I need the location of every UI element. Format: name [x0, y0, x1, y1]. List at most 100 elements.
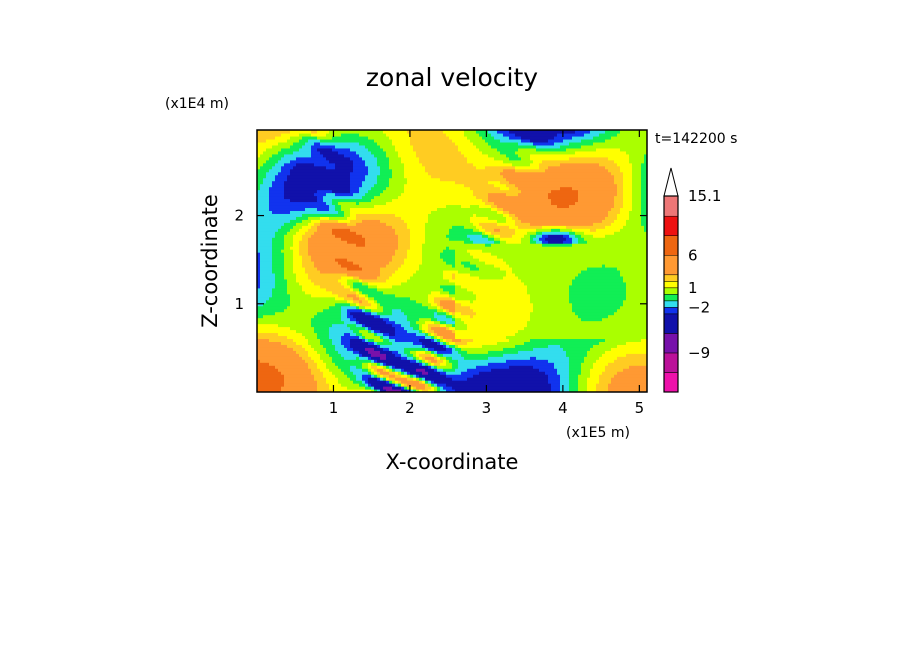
field-cell [395, 347, 399, 351]
field-cell [344, 150, 348, 155]
field-cell [299, 228, 303, 232]
field-cell [344, 222, 348, 226]
field-cell [287, 278, 291, 283]
field-cell [332, 138, 336, 143]
field-cell [407, 305, 411, 310]
field-cell [275, 156, 279, 161]
field-cell [323, 347, 327, 351]
field-cell [308, 290, 312, 295]
field-cell [401, 261, 405, 265]
field-cell [308, 168, 312, 173]
field-cell [290, 177, 294, 182]
field-cell [347, 204, 351, 209]
chart-title: zonal velocity [366, 63, 538, 92]
field-cell [359, 177, 363, 182]
field-cell [425, 389, 429, 392]
field-cell [305, 195, 309, 200]
field-cell [392, 147, 396, 152]
field-cell [398, 377, 402, 381]
field-cell [332, 266, 336, 271]
field-cell [320, 356, 324, 360]
field-cell [299, 275, 303, 280]
field-cell [293, 213, 297, 217]
field-cell [407, 308, 411, 313]
field-cell [422, 219, 426, 223]
field-cell [260, 189, 264, 194]
field-cell [350, 162, 354, 167]
field-cell [410, 320, 414, 325]
field-cell [320, 383, 324, 387]
field-cell [296, 353, 300, 357]
field-cell [338, 234, 342, 238]
field-cell [329, 156, 333, 161]
field-cell [332, 314, 336, 319]
field-cell [275, 371, 279, 375]
field-cell [380, 180, 384, 185]
field-cell [341, 174, 345, 179]
field-cell [371, 252, 375, 256]
field-cell [419, 263, 423, 268]
field-cell [386, 201, 390, 206]
field-cell [290, 386, 294, 390]
field-cell [407, 234, 411, 238]
field-cell [329, 299, 333, 304]
field-cell [395, 156, 399, 161]
field-cell [416, 159, 420, 164]
field-cell [365, 195, 369, 200]
field-cell [287, 338, 291, 342]
field-cell [383, 168, 387, 173]
field-cell [353, 234, 357, 238]
field-cell [359, 192, 363, 197]
field-cell [302, 347, 306, 351]
field-cell [338, 314, 342, 319]
field-cell [383, 269, 387, 274]
field-cell [419, 159, 423, 164]
field-cell [338, 243, 342, 247]
field-cell [260, 296, 264, 301]
field-cell [260, 204, 264, 209]
field-cell [296, 174, 300, 179]
field-cell [317, 320, 321, 325]
field-cell [290, 338, 294, 342]
field-cell [416, 144, 420, 149]
field-cell [401, 374, 405, 378]
field-cell [416, 219, 420, 223]
field-cell [377, 329, 381, 334]
field-cell [332, 290, 336, 295]
field-cell [257, 329, 261, 334]
field-cell [389, 141, 393, 146]
field-cell [332, 150, 336, 155]
field-cell [257, 201, 261, 206]
field-cell [314, 240, 318, 244]
field-cell [257, 132, 261, 137]
field-cell [422, 284, 426, 289]
field-cell [335, 290, 339, 295]
field-cell [386, 299, 390, 304]
field-cell [383, 162, 387, 167]
field-cell [269, 153, 273, 158]
field-cell [377, 263, 381, 268]
field-cell [305, 213, 309, 217]
field-cell [344, 132, 348, 137]
field-cell [338, 195, 342, 200]
field-cell [356, 326, 360, 331]
field-cell [416, 141, 420, 146]
field-cell [422, 132, 426, 137]
field-cell [314, 141, 318, 146]
field-cell [353, 329, 357, 334]
field-cell [356, 162, 360, 167]
field-cell [320, 144, 324, 149]
field-cell [383, 326, 387, 331]
field-cell [266, 249, 270, 253]
field-cell [305, 275, 309, 280]
field-cell [329, 344, 333, 348]
field-cell [287, 165, 291, 170]
field-cell [350, 222, 354, 226]
field-cell [266, 162, 270, 167]
field-cell [401, 240, 405, 244]
field-cell [398, 365, 402, 369]
field-cell [416, 183, 420, 188]
field-cell [341, 341, 345, 345]
field-cell [398, 246, 402, 250]
